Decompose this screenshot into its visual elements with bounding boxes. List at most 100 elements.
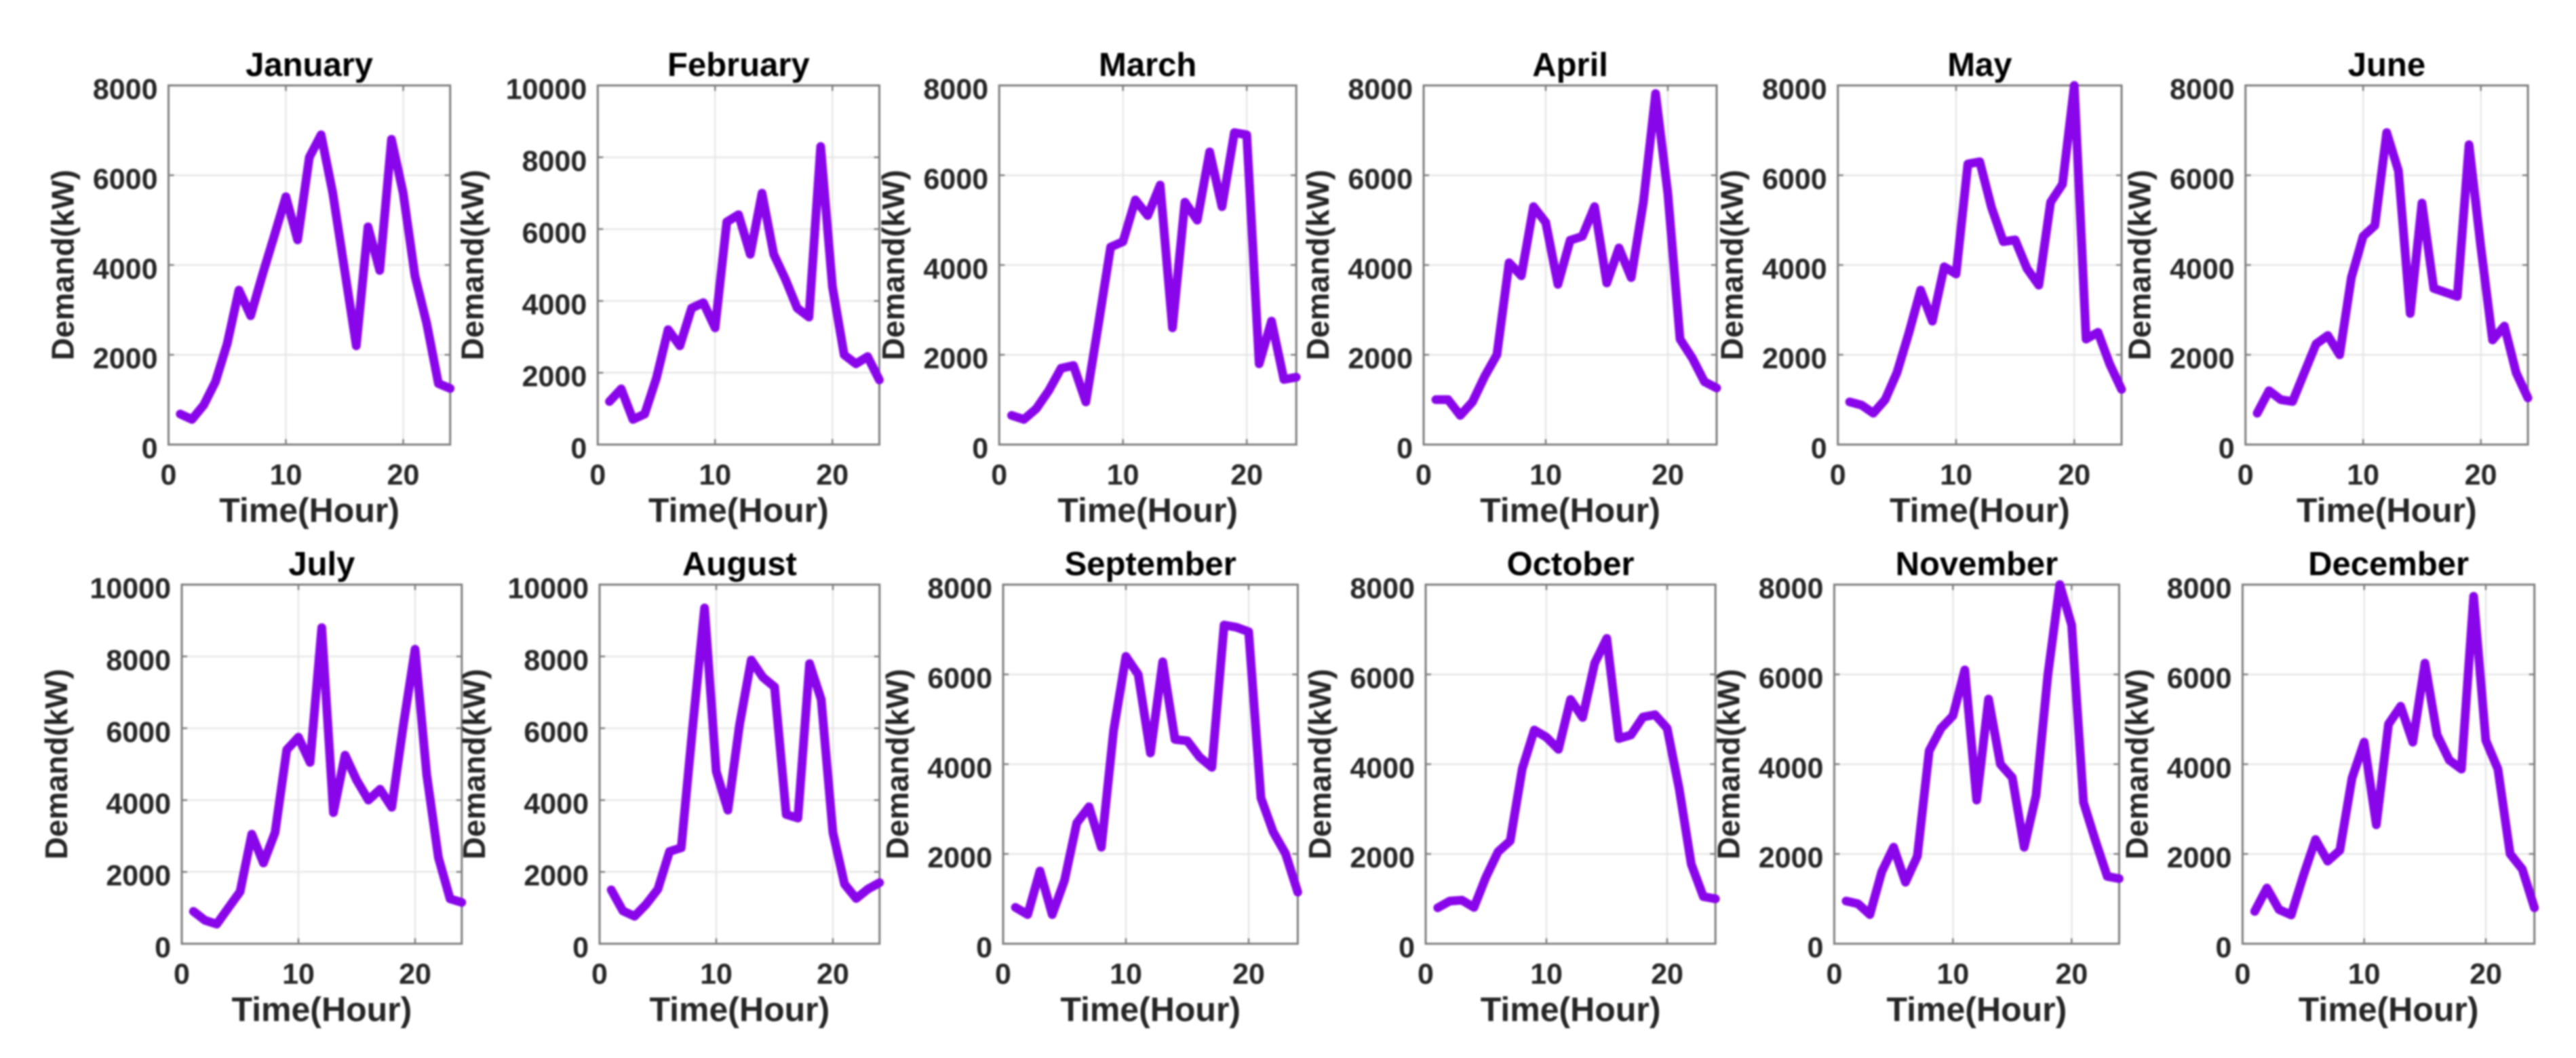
svg-text:July: July <box>288 546 355 583</box>
svg-text:4000: 4000 <box>924 253 989 286</box>
svg-text:November: November <box>1896 546 2058 583</box>
svg-text:2000: 2000 <box>2170 342 2235 375</box>
svg-text:10000: 10000 <box>507 572 589 605</box>
svg-text:Time(Hour): Time(Hour) <box>2299 991 2479 1029</box>
svg-text:10: 10 <box>2348 958 2381 991</box>
svg-text:Time(Hour): Time(Hour) <box>650 991 830 1029</box>
svg-text:0: 0 <box>570 433 587 465</box>
svg-text:September: September <box>1065 546 1236 583</box>
svg-text:0: 0 <box>1399 932 1415 964</box>
svg-text:2000: 2000 <box>2167 842 2232 874</box>
svg-text:0: 0 <box>591 958 608 991</box>
svg-text:0: 0 <box>155 932 171 964</box>
svg-text:0: 0 <box>1397 433 1413 465</box>
svg-text:Time(Hour): Time(Hour) <box>648 492 829 530</box>
svg-text:4000: 4000 <box>2167 752 2232 785</box>
svg-text:0: 0 <box>1830 459 1846 492</box>
svg-text:2000: 2000 <box>106 860 171 893</box>
svg-text:10: 10 <box>699 459 731 492</box>
svg-text:4000: 4000 <box>1350 752 1415 785</box>
svg-text:4000: 4000 <box>1348 253 1413 286</box>
svg-text:Demand(kW): Demand(kW) <box>1302 669 1338 859</box>
svg-text:0: 0 <box>995 958 1011 991</box>
svg-text:10: 10 <box>282 958 315 991</box>
svg-text:Time(Hour): Time(Hour) <box>219 492 399 530</box>
svg-text:Demand(kW): Demand(kW) <box>456 669 492 859</box>
svg-text:Demand(kW): Demand(kW) <box>1300 170 1335 360</box>
svg-text:6000: 6000 <box>924 163 989 195</box>
svg-text:0: 0 <box>2238 459 2254 492</box>
svg-text:10: 10 <box>1936 958 1969 991</box>
svg-text:2000: 2000 <box>524 860 589 893</box>
svg-text:8000: 8000 <box>93 73 158 106</box>
svg-text:8000: 8000 <box>106 644 171 677</box>
svg-text:10: 10 <box>1530 958 1563 991</box>
svg-text:6000: 6000 <box>2167 662 2232 694</box>
svg-text:20: 20 <box>1651 958 1683 991</box>
svg-text:2000: 2000 <box>1348 342 1413 375</box>
svg-text:20: 20 <box>399 958 431 991</box>
svg-text:May: May <box>1947 47 2012 83</box>
svg-text:0: 0 <box>1807 932 1823 964</box>
svg-text:10: 10 <box>2347 459 2379 492</box>
svg-text:4000: 4000 <box>524 788 589 821</box>
svg-text:December: December <box>2308 546 2469 583</box>
svg-text:Demand(kW): Demand(kW) <box>1715 170 1750 360</box>
svg-text:20: 20 <box>387 459 420 492</box>
svg-text:0: 0 <box>1826 958 1842 991</box>
svg-text:10: 10 <box>270 459 303 492</box>
svg-text:8000: 8000 <box>924 73 989 106</box>
svg-text:20: 20 <box>1652 459 1684 492</box>
svg-text:4000: 4000 <box>2170 253 2235 286</box>
svg-text:Time(Hour): Time(Hour) <box>1057 492 1238 530</box>
svg-text:0: 0 <box>2219 433 2235 465</box>
svg-text:March: March <box>1099 47 1196 83</box>
svg-text:10: 10 <box>1940 459 1972 492</box>
svg-text:Time(Hour): Time(Hour) <box>232 991 412 1029</box>
svg-text:2000: 2000 <box>927 842 992 874</box>
svg-text:4000: 4000 <box>1762 253 1827 286</box>
svg-text:6000: 6000 <box>522 217 587 250</box>
svg-text:2000: 2000 <box>924 342 989 375</box>
svg-text:Time(Hour): Time(Hour) <box>2297 492 2477 530</box>
svg-text:8000: 8000 <box>1348 73 1413 106</box>
svg-text:2000: 2000 <box>1350 842 1415 874</box>
svg-text:8000: 8000 <box>1759 572 1824 605</box>
svg-text:0: 0 <box>1811 433 1827 465</box>
svg-text:8000: 8000 <box>2170 73 2235 106</box>
svg-text:0: 0 <box>2234 958 2250 991</box>
svg-text:Time(Hour): Time(Hour) <box>1060 991 1241 1029</box>
svg-text:0: 0 <box>589 459 606 492</box>
svg-text:20: 20 <box>817 958 849 991</box>
svg-text:Demand(kW): Demand(kW) <box>880 669 915 859</box>
svg-text:6000: 6000 <box>524 716 589 749</box>
svg-text:8000: 8000 <box>1350 572 1415 605</box>
svg-text:10: 10 <box>700 958 733 991</box>
svg-text:Time(Hour): Time(Hour) <box>1887 991 2067 1029</box>
svg-text:6000: 6000 <box>1348 163 1413 195</box>
svg-text:4000: 4000 <box>927 752 992 785</box>
svg-text:6000: 6000 <box>106 716 171 749</box>
svg-text:Demand(kW): Demand(kW) <box>1711 669 1746 859</box>
svg-text:6000: 6000 <box>1350 662 1415 694</box>
svg-text:20: 20 <box>2470 958 2502 991</box>
svg-text:10: 10 <box>1529 459 1562 492</box>
svg-text:20: 20 <box>816 459 848 492</box>
svg-text:2000: 2000 <box>1759 842 1824 874</box>
svg-text:0: 0 <box>142 433 158 465</box>
svg-text:Demand(kW): Demand(kW) <box>39 669 74 859</box>
svg-text:6000: 6000 <box>1762 163 1827 195</box>
svg-text:0: 0 <box>1418 958 1434 991</box>
svg-text:Time(Hour): Time(Hour) <box>1890 492 2070 530</box>
svg-text:8000: 8000 <box>522 145 587 178</box>
svg-text:August: August <box>682 546 797 583</box>
svg-text:10000: 10000 <box>506 73 587 106</box>
svg-text:Time(Hour): Time(Hour) <box>1480 492 1660 530</box>
svg-text:20: 20 <box>2465 459 2497 492</box>
svg-text:0: 0 <box>972 433 988 465</box>
svg-text:20: 20 <box>1232 958 1265 991</box>
svg-text:4000: 4000 <box>106 788 171 821</box>
svg-text:10: 10 <box>1107 459 1139 492</box>
svg-text:20: 20 <box>1230 459 1263 492</box>
svg-text:April: April <box>1532 47 1608 83</box>
